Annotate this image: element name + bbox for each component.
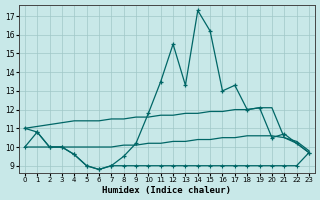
X-axis label: Humidex (Indice chaleur): Humidex (Indice chaleur) — [102, 186, 231, 195]
